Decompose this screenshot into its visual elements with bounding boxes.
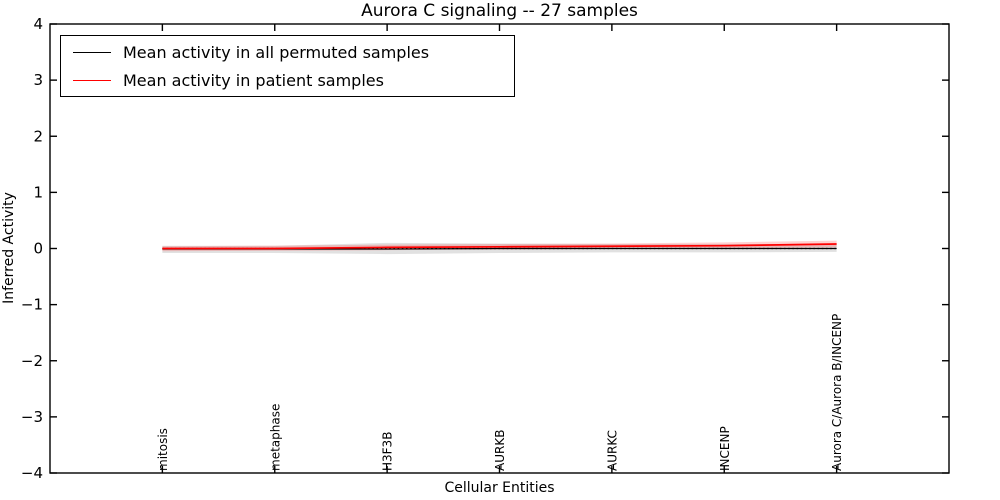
x-axis-label: Cellular Entities xyxy=(444,480,555,496)
y-tick-label: −3 xyxy=(21,408,43,426)
y-tick-label: 4 xyxy=(33,15,43,33)
chart-title: Aurora C signaling -- 27 samples xyxy=(361,1,638,21)
x-tick-label: Aurora C/Aurora B/INCENP xyxy=(830,314,844,471)
x-tick-label: H3F3B xyxy=(381,432,395,471)
legend-entry-patient: Mean activity in patient samples xyxy=(73,69,502,91)
y-tick-label: 1 xyxy=(33,183,43,201)
y-tick-label: −2 xyxy=(21,352,43,370)
legend-line-permuted-icon xyxy=(73,51,111,53)
x-tick-label: metaphase xyxy=(268,404,282,471)
legend-label-permuted: Mean activity in all permuted samples xyxy=(123,42,430,62)
legend-label-patient: Mean activity in patient samples xyxy=(123,70,384,90)
y-tick-label: −4 xyxy=(21,464,43,482)
y-tick-label: 3 xyxy=(33,71,43,89)
x-tick-label: INCENP xyxy=(718,426,732,471)
x-tick-label: AURKB xyxy=(493,430,507,471)
x-tick-label: AURKC xyxy=(605,430,619,471)
y-tick-label: 2 xyxy=(33,127,43,145)
x-tick-label: mitosis xyxy=(156,428,170,471)
y-tick-label: 0 xyxy=(33,240,43,258)
patient-mean-line xyxy=(162,243,837,250)
y-tick-label: −1 xyxy=(21,296,43,314)
legend-line-patient-icon xyxy=(73,79,111,81)
legend-entry-permuted: Mean activity in all permuted samples xyxy=(73,41,502,63)
legend: Mean activity in all permuted samples Me… xyxy=(60,35,515,97)
